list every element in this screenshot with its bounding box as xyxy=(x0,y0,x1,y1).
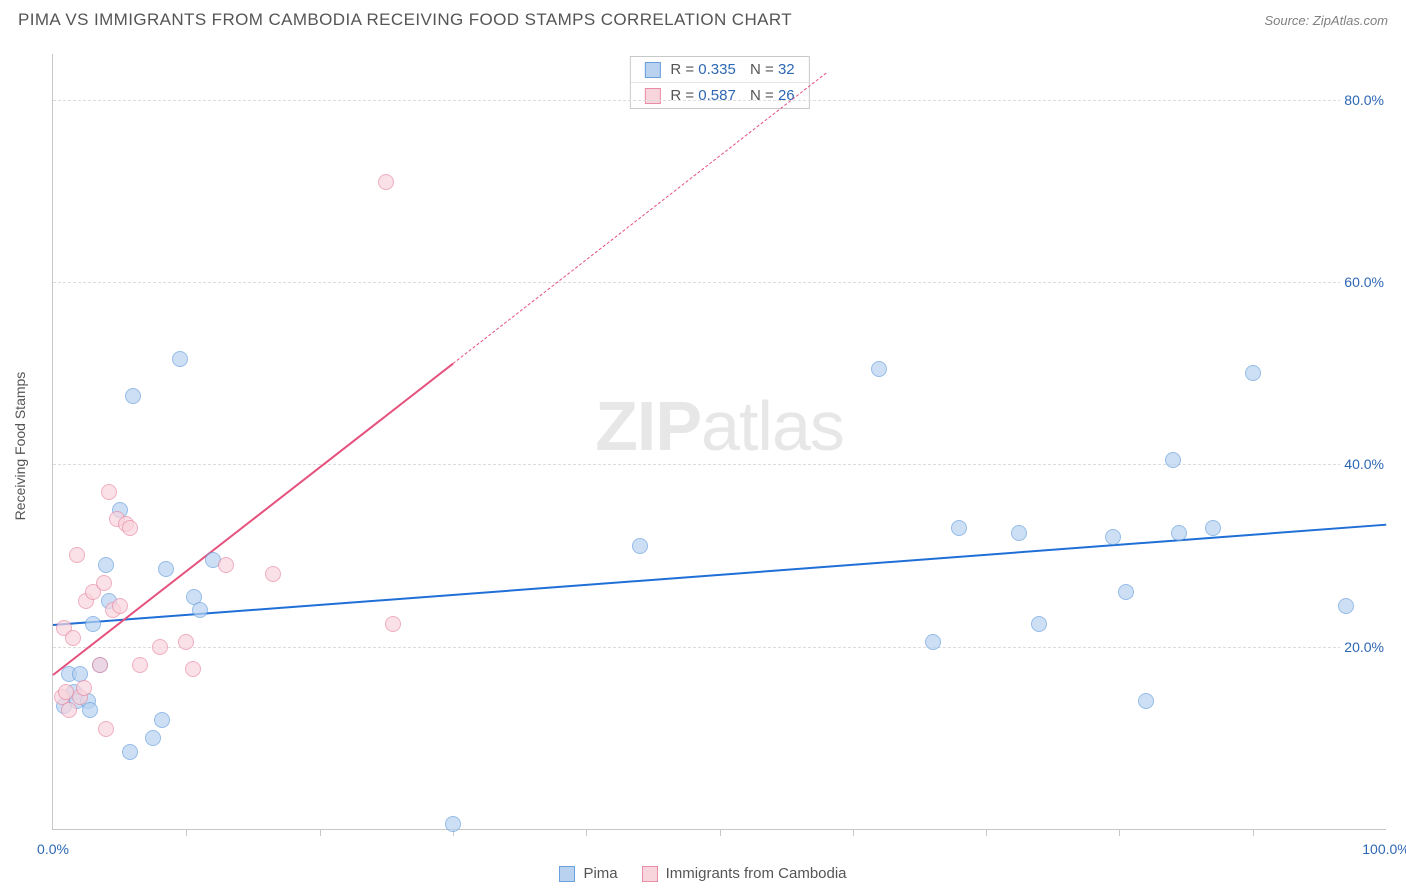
data-point xyxy=(951,520,967,536)
x-tick xyxy=(986,829,987,836)
data-point xyxy=(122,744,138,760)
data-point xyxy=(96,575,112,591)
data-point xyxy=(925,634,941,650)
watermark: ZIPatlas xyxy=(595,386,844,466)
legend-item-2: Immigrants from Cambodia xyxy=(642,865,847,882)
data-point xyxy=(82,702,98,718)
x-tick xyxy=(1253,829,1254,836)
source-attribution: Source: ZipAtlas.com xyxy=(1264,13,1388,28)
data-point xyxy=(1031,616,1047,632)
legend-label-2: Immigrants from Cambodia xyxy=(666,865,847,882)
x-tick xyxy=(320,829,321,836)
data-point xyxy=(65,630,81,646)
chart-title: PIMA VS IMMIGRANTS FROM CAMBODIA RECEIVI… xyxy=(18,10,792,30)
data-point xyxy=(871,361,887,377)
data-point xyxy=(1138,693,1154,709)
x-tick xyxy=(586,829,587,836)
data-point xyxy=(445,816,461,832)
trend-line xyxy=(53,524,1386,626)
y-tick-label: 80.0% xyxy=(1340,92,1388,108)
y-tick-label: 40.0% xyxy=(1340,456,1388,472)
scatter-chart: ZIPatlas R = 0.335 N = 32 R = 0.587 N = … xyxy=(52,54,1386,830)
data-point xyxy=(154,712,170,728)
gridline xyxy=(53,464,1386,465)
correlation-stats-box: R = 0.335 N = 32 R = 0.587 N = 26 xyxy=(629,56,809,109)
data-point xyxy=(1245,365,1261,381)
data-point xyxy=(378,174,394,190)
legend-swatch-2 xyxy=(642,866,658,882)
y-axis-label: Receiving Food Stamps xyxy=(12,372,28,521)
x-tick xyxy=(720,829,721,836)
data-point xyxy=(76,680,92,696)
gridline xyxy=(53,647,1386,648)
data-point xyxy=(98,557,114,573)
data-point xyxy=(1165,452,1181,468)
y-tick-label: 60.0% xyxy=(1340,274,1388,290)
data-point xyxy=(69,547,85,563)
data-point xyxy=(85,616,101,632)
x-tick-label: 100.0% xyxy=(1362,841,1406,857)
gridline xyxy=(53,100,1386,101)
data-point xyxy=(1105,529,1121,545)
data-point xyxy=(185,661,201,677)
x-tick xyxy=(853,829,854,836)
legend-swatch-1 xyxy=(559,866,575,882)
x-tick xyxy=(186,829,187,836)
data-point xyxy=(172,351,188,367)
x-tick xyxy=(1119,829,1120,836)
plot-area: ZIPatlas R = 0.335 N = 32 R = 0.587 N = … xyxy=(52,54,1386,830)
data-point xyxy=(632,538,648,554)
gridline xyxy=(53,282,1386,283)
swatch-series-2 xyxy=(644,88,660,104)
legend-item-1: Pima xyxy=(559,865,617,882)
data-point xyxy=(1171,525,1187,541)
data-point xyxy=(92,657,108,673)
data-point xyxy=(152,639,168,655)
data-point xyxy=(265,566,281,582)
data-point xyxy=(61,702,77,718)
data-point xyxy=(1338,598,1354,614)
data-point xyxy=(1011,525,1027,541)
data-point xyxy=(178,634,194,650)
y-tick-label: 20.0% xyxy=(1340,639,1388,655)
chart-legend: Pima Immigrants from Cambodia xyxy=(0,865,1406,882)
data-point xyxy=(385,616,401,632)
data-point xyxy=(158,561,174,577)
data-point xyxy=(1118,584,1134,600)
legend-label-1: Pima xyxy=(583,865,617,882)
data-point xyxy=(98,721,114,737)
trend-line-extrapolated xyxy=(453,72,827,363)
data-point xyxy=(145,730,161,746)
data-point xyxy=(218,557,234,573)
data-point xyxy=(122,520,138,536)
data-point xyxy=(192,602,208,618)
data-point xyxy=(132,657,148,673)
data-point xyxy=(125,388,141,404)
data-point xyxy=(1205,520,1221,536)
stats-row-series-2: R = 0.587 N = 26 xyxy=(630,83,808,108)
stats-row-series-1: R = 0.335 N = 32 xyxy=(630,57,808,83)
data-point xyxy=(101,484,117,500)
x-tick-label: 0.0% xyxy=(37,841,69,857)
swatch-series-1 xyxy=(644,62,660,78)
data-point xyxy=(112,598,128,614)
